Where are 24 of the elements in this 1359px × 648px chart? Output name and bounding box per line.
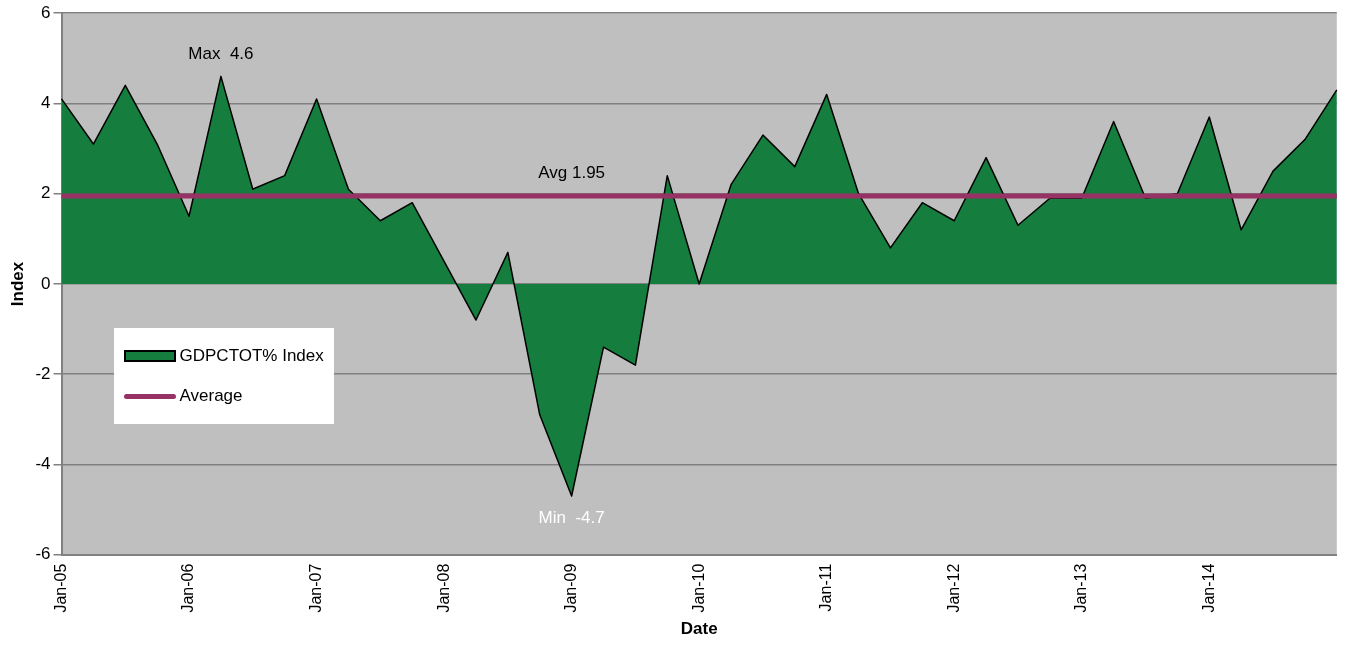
- x-tick-label: Jan-09: [562, 563, 580, 613]
- y-tick-label: -6: [35, 544, 51, 564]
- x-tick-label: Jan-07: [306, 563, 324, 613]
- x-tick-label: Jan-11: [817, 563, 835, 612]
- x-axis-title: Date: [680, 619, 718, 639]
- x-tick-label: Jan-13: [1072, 563, 1090, 613]
- y-tick-label: 6: [41, 2, 51, 22]
- legend-label: Average: [179, 386, 243, 407]
- y-tick-label: 0: [41, 273, 51, 293]
- y-tick-label: 4: [41, 93, 51, 113]
- x-tick-label: Jan-06: [179, 563, 197, 613]
- legend-label: GDPCTOT% Index: [179, 346, 324, 367]
- y-tick-label: 2: [41, 183, 51, 203]
- x-tick-label: Jan-14: [1199, 563, 1217, 613]
- annotation: Avg 1.95: [538, 163, 606, 183]
- y-axis-title: Index: [7, 261, 27, 307]
- y-tick-label: -2: [35, 363, 51, 383]
- y-tick-label: -4: [35, 454, 51, 474]
- annotation: Min -4.7: [538, 508, 605, 528]
- x-tick-label: Jan-05: [51, 563, 69, 613]
- x-tick-label: Jan-12: [944, 563, 962, 613]
- x-tick-label: Jan-08: [434, 563, 452, 613]
- x-tick-label: Jan-10: [689, 563, 707, 613]
- annotation: Max 4.6: [188, 43, 254, 63]
